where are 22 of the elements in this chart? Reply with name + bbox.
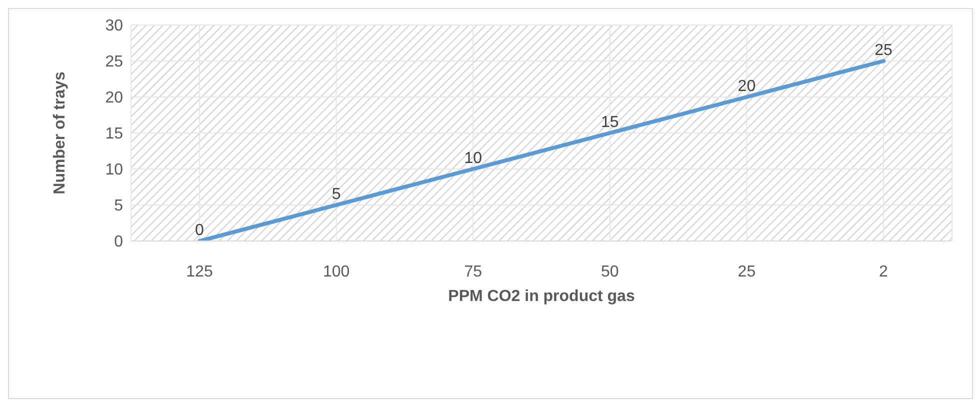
y-tick-label: 15 bbox=[105, 126, 124, 143]
y-tick-label: 30 bbox=[105, 18, 124, 35]
data-label: 15 bbox=[601, 114, 619, 131]
y-axis-title: Number of trays bbox=[52, 72, 69, 194]
data-label: 25 bbox=[874, 42, 892, 59]
data-label: 0 bbox=[195, 222, 204, 239]
y-tick-label: 5 bbox=[114, 198, 124, 215]
x-tick-label: 125 bbox=[186, 263, 213, 280]
data-label: 10 bbox=[464, 150, 482, 167]
x-tick-label: 25 bbox=[738, 263, 756, 280]
y-tick-label: 0 bbox=[114, 234, 124, 251]
x-tick-label: 75 bbox=[464, 263, 482, 280]
data-label: 5 bbox=[332, 186, 341, 203]
x-tick-label: 50 bbox=[601, 263, 619, 280]
x-axis-title: PPM CO2 in product gas bbox=[448, 288, 635, 305]
line-series bbox=[198, 59, 886, 241]
y-tick-label: 25 bbox=[105, 54, 124, 71]
x-tick-label: 100 bbox=[322, 263, 350, 280]
x-tick-label: 2 bbox=[879, 263, 888, 280]
y-tick-label: 10 bbox=[105, 162, 124, 179]
y-tick-label: 20 bbox=[105, 90, 124, 107]
data-label: 20 bbox=[738, 78, 756, 95]
